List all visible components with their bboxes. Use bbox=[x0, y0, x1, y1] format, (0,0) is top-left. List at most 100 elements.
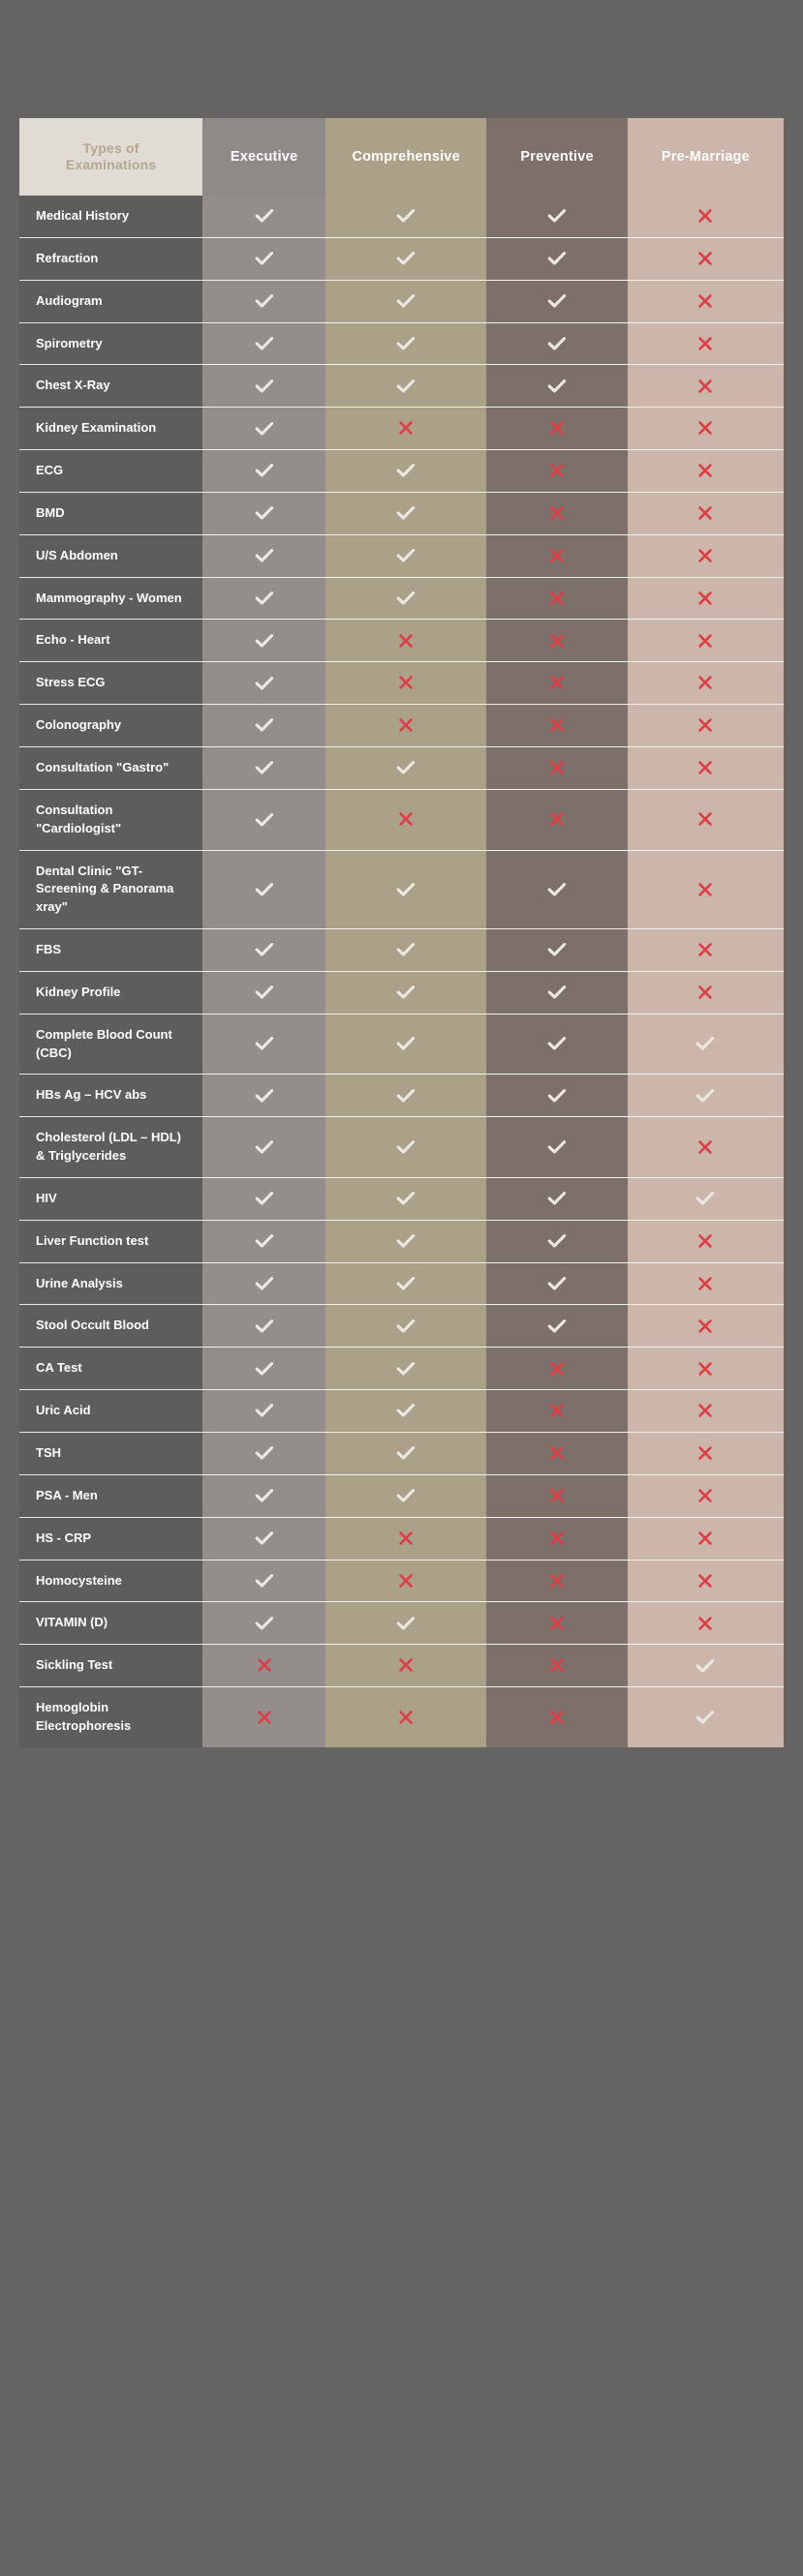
cross-icon bbox=[697, 1403, 713, 1418]
cell-executive bbox=[202, 704, 325, 747]
check-icon bbox=[255, 1275, 274, 1292]
cell-premarriage bbox=[627, 1176, 784, 1221]
row-label: Spirometry bbox=[19, 321, 203, 365]
cell-executive bbox=[202, 491, 325, 535]
table-row: Echo - Heart bbox=[19, 619, 784, 662]
row-label: Refraction bbox=[19, 236, 203, 281]
cell-preventive bbox=[486, 849, 628, 929]
check-icon bbox=[255, 941, 274, 958]
cell-executive bbox=[202, 661, 325, 705]
cell-preventive bbox=[486, 1473, 628, 1518]
check-icon bbox=[255, 335, 274, 352]
cell-preventive bbox=[486, 1176, 628, 1221]
check-icon bbox=[396, 250, 416, 267]
cell-premarriage bbox=[627, 1347, 784, 1390]
cell-premarriage bbox=[627, 279, 784, 323]
check-icon bbox=[695, 1035, 715, 1052]
row-label: Homocysteine bbox=[19, 1559, 203, 1602]
row-label: Chest X-Ray bbox=[19, 364, 203, 408]
cell-executive bbox=[202, 1261, 325, 1305]
cell-comprehensive bbox=[325, 1389, 487, 1433]
cross-icon bbox=[697, 633, 713, 649]
cell-comprehensive bbox=[325, 407, 487, 450]
cross-icon bbox=[697, 1139, 713, 1155]
cell-comprehensive bbox=[325, 491, 487, 535]
cross-icon bbox=[697, 942, 713, 957]
table-row: Kidney Profile bbox=[19, 970, 784, 1015]
cell-preventive bbox=[486, 576, 628, 620]
cross-icon bbox=[549, 1573, 565, 1589]
cell-comprehensive bbox=[325, 788, 487, 850]
row-label: Uric Acid bbox=[19, 1389, 203, 1433]
cell-executive bbox=[202, 849, 325, 929]
cell-preventive bbox=[486, 661, 628, 705]
check-icon bbox=[396, 207, 416, 225]
check-icon bbox=[396, 1275, 416, 1292]
check-icon bbox=[396, 1360, 416, 1378]
column-header-comprehensive: Comprehensive bbox=[325, 118, 487, 196]
table-row: Colonography bbox=[19, 704, 784, 747]
check-icon bbox=[255, 1232, 274, 1250]
cell-executive bbox=[202, 745, 325, 790]
cell-preventive bbox=[486, 1559, 628, 1602]
cell-premarriage bbox=[627, 1116, 784, 1178]
cell-comprehensive bbox=[325, 1074, 487, 1117]
check-icon bbox=[396, 1402, 416, 1419]
cell-comprehensive bbox=[325, 1686, 487, 1747]
check-icon bbox=[255, 1402, 274, 1419]
table-row: CA Test bbox=[19, 1347, 784, 1390]
cell-comprehensive bbox=[325, 1516, 487, 1561]
cross-icon bbox=[697, 336, 713, 351]
cell-preventive bbox=[486, 279, 628, 323]
cell-executive bbox=[202, 1074, 325, 1117]
check-icon bbox=[396, 1087, 416, 1105]
cell-preventive bbox=[486, 1644, 628, 1687]
cross-icon bbox=[549, 633, 565, 649]
check-icon bbox=[695, 1709, 715, 1726]
row-label: Consultation "Gastro" bbox=[19, 745, 203, 790]
check-icon bbox=[695, 1190, 715, 1207]
cell-executive bbox=[202, 1219, 325, 1263]
cell-premarriage bbox=[627, 1074, 784, 1117]
cell-executive bbox=[202, 928, 325, 972]
cell-preventive bbox=[486, 364, 628, 408]
cell-preventive bbox=[486, 1261, 628, 1305]
check-icon bbox=[255, 811, 274, 829]
table-row: Audiogram bbox=[19, 279, 784, 323]
check-icon bbox=[255, 250, 274, 267]
cell-executive bbox=[202, 576, 325, 620]
check-icon bbox=[396, 759, 416, 776]
cell-comprehensive bbox=[325, 364, 487, 408]
check-icon bbox=[547, 1138, 567, 1156]
cell-preventive bbox=[486, 449, 628, 493]
cell-premarriage bbox=[627, 407, 784, 450]
cell-executive bbox=[202, 321, 325, 365]
check-icon bbox=[255, 1035, 274, 1052]
cell-comprehensive bbox=[325, 1473, 487, 1518]
table-row: Kidney Examination bbox=[19, 407, 784, 450]
check-icon bbox=[255, 1318, 274, 1335]
cross-icon bbox=[697, 591, 713, 606]
cross-icon bbox=[697, 1488, 713, 1503]
cell-executive bbox=[202, 1176, 325, 1221]
cell-comprehensive bbox=[325, 1013, 487, 1075]
row-label: HS - CRP bbox=[19, 1516, 203, 1561]
cell-executive bbox=[202, 407, 325, 450]
header-row: Types of Examinations Executive Comprehe… bbox=[19, 118, 784, 196]
cross-icon bbox=[549, 1445, 565, 1461]
check-icon bbox=[255, 1087, 274, 1105]
cell-premarriage bbox=[627, 533, 784, 578]
cell-preventive bbox=[486, 788, 628, 850]
row-label: U/S Abdomen bbox=[19, 533, 203, 578]
check-icon bbox=[547, 250, 567, 267]
row-label: Cholesterol (LDL – HDL) & Triglycerides bbox=[19, 1116, 203, 1178]
cross-icon bbox=[697, 675, 713, 690]
row-label: ECG bbox=[19, 449, 203, 493]
table-row: HS - CRP bbox=[19, 1516, 784, 1561]
cross-icon bbox=[697, 548, 713, 563]
cell-executive bbox=[202, 449, 325, 493]
cell-executive bbox=[202, 196, 325, 238]
cell-premarriage bbox=[627, 321, 784, 365]
table-row: Stool Occult Blood bbox=[19, 1304, 784, 1348]
cell-preventive bbox=[486, 1432, 628, 1475]
